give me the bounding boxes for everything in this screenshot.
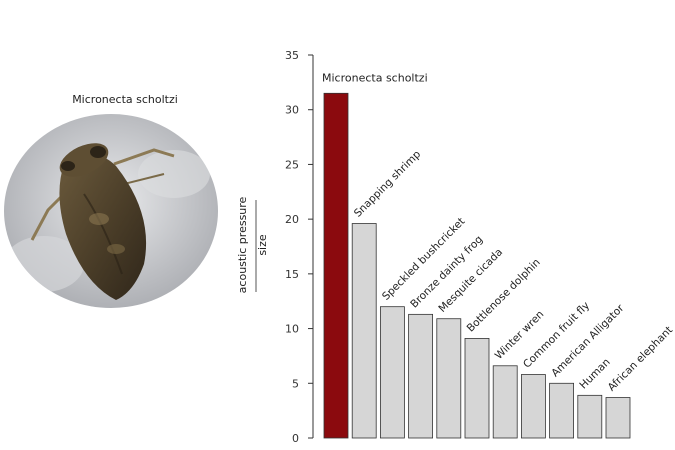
bar-snapping-shrimp xyxy=(351,223,377,439)
insect-illustration xyxy=(4,114,218,308)
y-axis-label-line2: size xyxy=(256,234,269,256)
bar-human xyxy=(577,394,603,439)
insect-photo xyxy=(4,114,218,308)
bar-label: American Alligator xyxy=(549,302,627,380)
bar-african-elephant xyxy=(605,397,631,439)
y-tick-label: 15 xyxy=(285,268,299,281)
bar-micronecta-scholtzi xyxy=(323,92,349,439)
bar-label: African elephant xyxy=(606,324,675,394)
y-tick-label: 20 xyxy=(285,213,299,226)
y-tick-label: 35 xyxy=(285,49,299,62)
bar-bottlenose-dolphin xyxy=(464,338,490,439)
bar-mesquite-cicada xyxy=(436,318,462,439)
y-tick-label: 30 xyxy=(285,104,299,117)
y-tick-label: 25 xyxy=(285,158,299,171)
bar-speckled-bushcricket xyxy=(379,306,405,439)
photo-caption: Micronecta scholtzi xyxy=(72,93,178,106)
y-tick-label: 0 xyxy=(292,432,299,445)
y-tick-label: 5 xyxy=(292,377,299,390)
y-tick-label: 10 xyxy=(285,323,299,336)
bar-label: Snapping shrimp xyxy=(352,148,424,220)
bar-label: Micronecta scholtzi xyxy=(322,71,428,84)
bar-american-alligator xyxy=(549,382,574,439)
bar-common-fruit-fly xyxy=(521,374,546,439)
y-axis-label-line1: acoustic pressure xyxy=(236,196,249,293)
bar-label: Common fruit fly xyxy=(521,300,592,371)
bar-bronze-dainty-frog xyxy=(408,313,434,439)
bar-winter-wren xyxy=(492,365,518,439)
